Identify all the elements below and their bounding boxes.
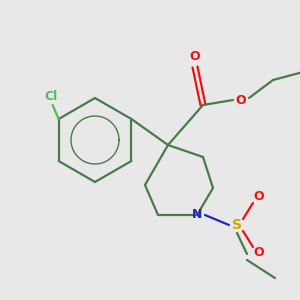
Text: N: N	[192, 208, 202, 221]
Text: O: O	[254, 190, 264, 203]
Text: Cl: Cl	[44, 91, 57, 103]
Text: S: S	[232, 218, 242, 232]
Text: O: O	[190, 50, 200, 64]
Text: O: O	[236, 94, 246, 106]
Text: O: O	[254, 247, 264, 260]
